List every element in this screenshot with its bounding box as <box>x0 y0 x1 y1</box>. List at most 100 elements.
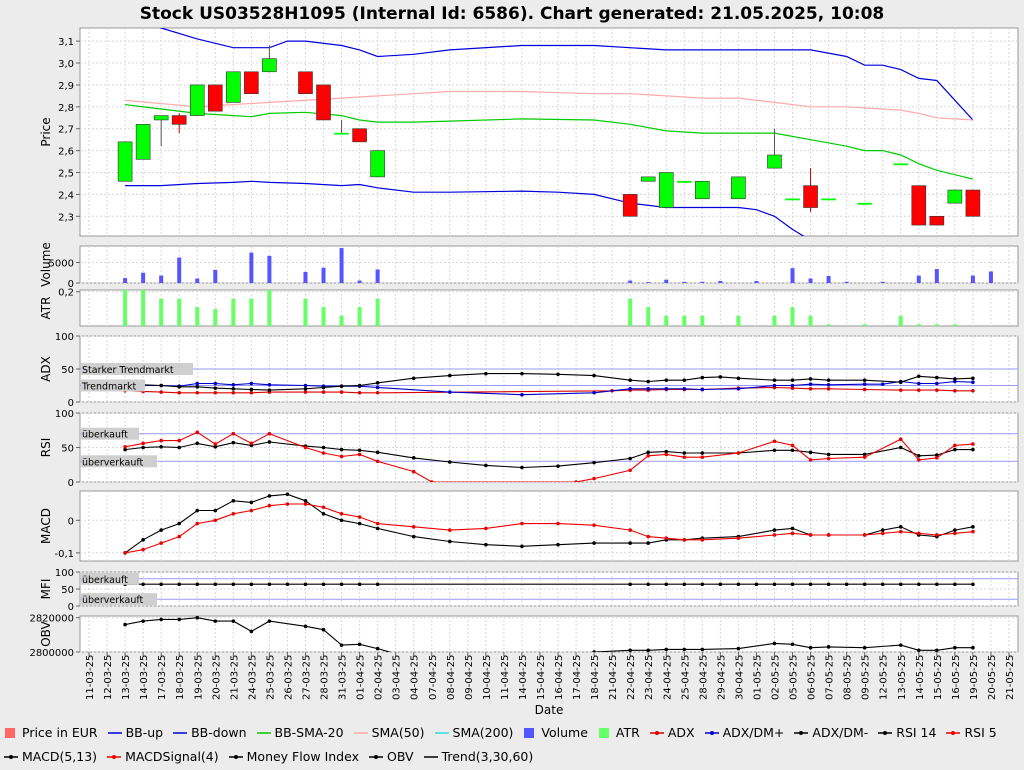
y-tick-label: 100 <box>55 409 74 420</box>
bar <box>808 315 813 326</box>
data-point <box>862 378 867 383</box>
data-point <box>700 375 705 380</box>
bar <box>952 324 957 326</box>
bar <box>303 298 308 326</box>
y-tick-label: 50 <box>61 444 74 455</box>
reference-label-bg <box>81 572 139 585</box>
data-point <box>898 525 903 529</box>
series-line <box>124 431 973 482</box>
series-line <box>125 441 973 469</box>
legend-item: ATR <box>594 722 640 744</box>
data-point <box>177 582 182 587</box>
data-point <box>231 440 236 445</box>
data-point <box>772 439 777 444</box>
data-point <box>411 456 416 460</box>
data-point <box>321 582 326 587</box>
data-point <box>790 386 795 390</box>
data-point <box>898 529 903 534</box>
data-point <box>375 521 380 526</box>
data-point <box>664 647 669 652</box>
data-point <box>375 381 380 385</box>
candle-body <box>207 84 223 112</box>
data-point <box>303 498 308 503</box>
legend-label: BB-down <box>191 725 247 740</box>
x-tick-label: 18-04-25 <box>590 655 601 700</box>
data-point <box>249 582 254 587</box>
data-point <box>141 582 145 587</box>
y-tick-label: 0 <box>68 478 74 489</box>
legend-label: RSI 5 <box>964 725 997 740</box>
data-point <box>411 469 416 474</box>
data-point <box>231 498 236 503</box>
bar <box>141 290 146 326</box>
data-point <box>628 378 632 383</box>
data-point <box>935 582 939 587</box>
y-axis-label: ATR <box>39 297 53 320</box>
bar <box>249 252 254 283</box>
data-point <box>231 511 236 516</box>
data-point <box>898 380 903 385</box>
data-point <box>357 515 362 519</box>
bar <box>195 307 200 326</box>
data-point <box>375 646 380 651</box>
data-point <box>916 458 921 462</box>
series-line <box>124 617 973 652</box>
candle-body <box>153 115 169 121</box>
data-point <box>880 528 885 532</box>
legend-swatch <box>946 731 961 735</box>
candle-body <box>821 198 836 201</box>
data-point <box>195 521 200 526</box>
data-point <box>321 451 326 455</box>
bar <box>916 275 921 283</box>
legend-label: SMA(200) <box>452 725 514 740</box>
legend-item: Money Flow Index <box>225 746 359 768</box>
candle-body <box>117 141 133 182</box>
data-point <box>321 445 326 450</box>
reference-line-label: überkauft <box>82 575 128 586</box>
y-axis-label: Volume <box>39 242 53 287</box>
y-tick-label: 2820000 <box>29 614 74 625</box>
legend-swatch <box>368 755 383 759</box>
data-point <box>267 440 272 444</box>
data-point <box>357 642 362 647</box>
legend-label: OBV <box>386 749 414 764</box>
data-point <box>935 456 939 460</box>
data-point <box>646 387 651 391</box>
data-point <box>447 460 452 464</box>
data-point <box>935 453 939 457</box>
data-point <box>953 528 957 532</box>
y-tick-label: 2,7 <box>58 125 74 136</box>
legend-swatch <box>598 728 609 738</box>
x-tick-label: 28-04-25 <box>698 655 709 700</box>
data-point <box>231 619 236 623</box>
data-point <box>339 390 344 394</box>
legend-label: Money Flow Index <box>246 749 359 764</box>
data-point <box>213 442 218 446</box>
legend-item: RSI 14 <box>874 722 936 744</box>
plot-marks <box>123 616 975 652</box>
data-point <box>862 533 867 537</box>
y-tick-label: 50 <box>61 365 74 376</box>
legend-swatch <box>107 732 122 734</box>
legend-item: MACDSignal(4) <box>103 746 219 768</box>
data-point <box>736 451 741 455</box>
data-point <box>772 378 777 383</box>
x-tick-label: 02-04-25 <box>374 655 385 700</box>
data-point <box>447 373 452 378</box>
data-point <box>862 645 867 650</box>
legend-label: ADX/DM- <box>812 725 869 740</box>
bar <box>808 278 813 283</box>
data-point <box>321 511 326 516</box>
legend-swatch <box>4 755 18 759</box>
legend-swatch-marker <box>233 755 238 759</box>
bar <box>898 315 903 326</box>
x-tick-label: 21-05-25 <box>1005 655 1016 700</box>
data-point <box>772 641 777 646</box>
data-point <box>195 390 200 395</box>
x-tick-label: 21-03-25 <box>229 655 240 700</box>
data-point <box>682 582 687 587</box>
legend-swatch <box>173 732 188 734</box>
x-tick-label: 06-05-25 <box>807 655 818 700</box>
x-tick-label: 03-04-25 <box>392 655 403 700</box>
